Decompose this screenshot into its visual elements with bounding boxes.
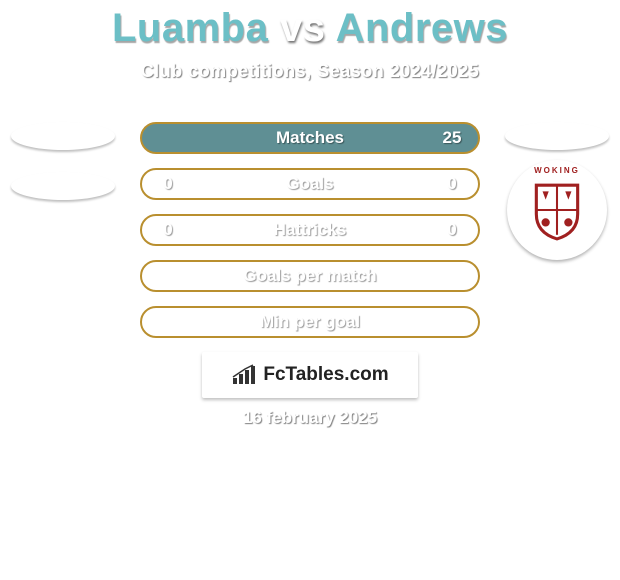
stat-row: Min per goal <box>140 306 480 338</box>
stat-left-value: 0 <box>154 174 182 194</box>
stat-left-value: 0 <box>154 220 182 240</box>
bar-chart-icon <box>231 364 257 386</box>
right-badge-column: WOKING <box>502 122 612 260</box>
stat-label: Min per goal <box>182 312 438 332</box>
subtitle: Club competitions, Season 2024/2025 <box>0 61 620 82</box>
date-stamp: 16 february 2025 <box>0 408 620 428</box>
stat-label: Goals per match <box>182 266 438 286</box>
stat-row: Goals per match <box>140 260 480 292</box>
right-club-placeholder-1 <box>505 122 609 150</box>
player2-name: Andrews <box>336 6 508 50</box>
left-club-placeholder-1 <box>11 122 115 150</box>
stat-right-value: 25 <box>438 128 466 148</box>
comparison-title: Luamba vs Andrews <box>0 0 620 51</box>
stat-label: Hattricks <box>182 220 438 240</box>
stat-label: Goals <box>182 174 438 194</box>
brand-box: FcTables.com <box>202 352 418 398</box>
stat-right-value: 0 <box>438 220 466 240</box>
club-crest-woking: WOKING <box>507 160 607 260</box>
left-club-placeholder-2 <box>11 172 115 200</box>
vs-separator: vs <box>280 6 326 50</box>
stat-row: Matches25 <box>140 122 480 154</box>
stat-right-value: 0 <box>438 174 466 194</box>
stat-label: Matches <box>182 128 438 148</box>
player1-name: Luamba <box>112 6 268 50</box>
crest-ring-text: WOKING <box>507 166 607 175</box>
stat-row: 0Goals0 <box>140 168 480 200</box>
stat-row: 0Hattricks0 <box>140 214 480 246</box>
brand-text: FcTables.com <box>263 364 388 386</box>
shield-icon <box>526 179 588 241</box>
stat-rows: Matches250Goals00Hattricks0Goals per mat… <box>140 122 480 338</box>
left-badge-column <box>8 122 118 200</box>
